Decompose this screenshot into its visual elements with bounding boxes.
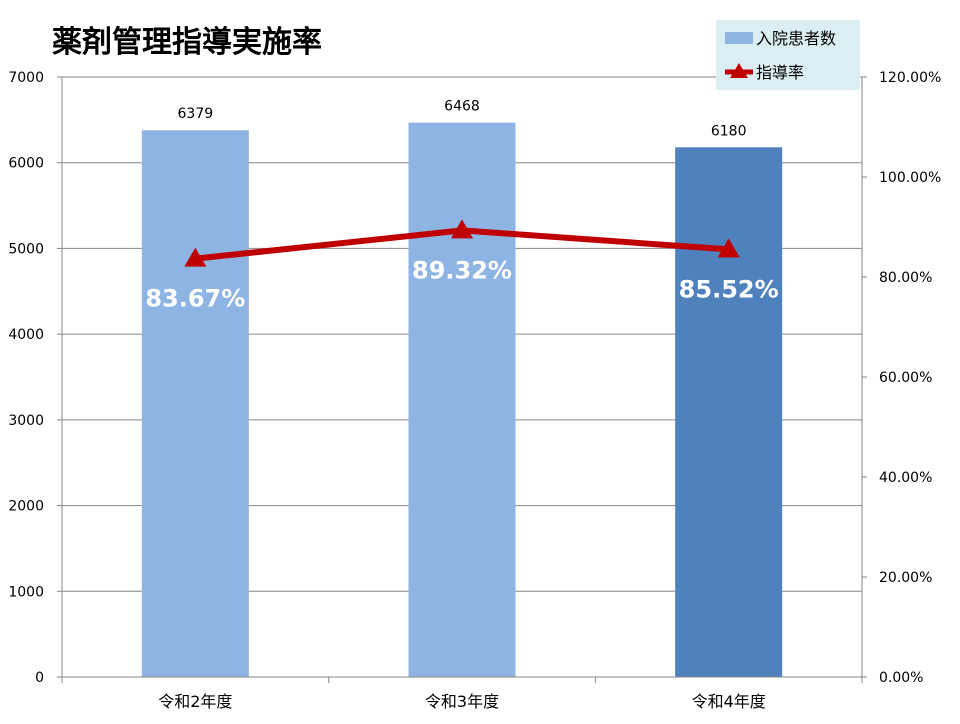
legend-label-bar: 入院患者数 (756, 29, 836, 48)
bar-value-label: 6180 (711, 123, 747, 139)
right-tick-label: 20.00% (879, 570, 932, 586)
left-tick-label: 2000 (8, 499, 44, 515)
axes: 0 1000 2000 3000 4000 5000 6000 7000 0.00% 20.00%… (8, 70, 941, 711)
data-labels: 6379 6468 6180 83.67% 89.32% 85.52% (145, 99, 778, 313)
rate-point-marker (717, 238, 740, 258)
right-tick-label: 80.00% (879, 270, 932, 286)
x-tick-label: 令和2年度 (158, 692, 232, 711)
left-tick-label: 7000 (8, 70, 44, 86)
bar-value-label: 6379 (178, 106, 214, 122)
x-tick-label: 令和3年度 (425, 692, 499, 711)
legend-label-line: 指導率 (756, 63, 804, 82)
left-tick-label: 0 (35, 670, 44, 686)
rate-point-marker (184, 247, 207, 267)
bar (675, 147, 783, 678)
left-tick-label: 4000 (8, 327, 44, 343)
left-tick-label: 3000 (8, 413, 44, 429)
bar (408, 122, 516, 678)
left-tick-label: 5000 (8, 241, 44, 257)
line-series (184, 219, 740, 267)
bar-series (141, 122, 783, 678)
bar (141, 130, 249, 677)
rate-value-label: 85.52% (679, 275, 779, 303)
left-tick-label: 6000 (8, 156, 44, 172)
right-tick-label: 100.00% (879, 170, 941, 186)
rate-point-marker (451, 219, 473, 239)
rate-value-label: 89.32% (412, 256, 512, 284)
legend-swatch-bar (725, 32, 753, 44)
right-tick-label: 120.00% (879, 70, 941, 86)
right-tick-label: 0.00% (879, 670, 923, 686)
bar-value-label: 6468 (444, 99, 480, 115)
chart-title: 薬剤管理指導実施率 (52, 25, 322, 60)
legend-box (716, 20, 860, 90)
rate-value-label: 83.67% (145, 285, 245, 313)
right-tick-label: 60.00% (879, 370, 932, 386)
right-tick-label: 40.00% (879, 470, 932, 486)
left-tick-label: 1000 (8, 584, 44, 600)
legend-marker-triangle (730, 63, 748, 78)
x-tick-label: 令和4年度 (692, 692, 766, 711)
